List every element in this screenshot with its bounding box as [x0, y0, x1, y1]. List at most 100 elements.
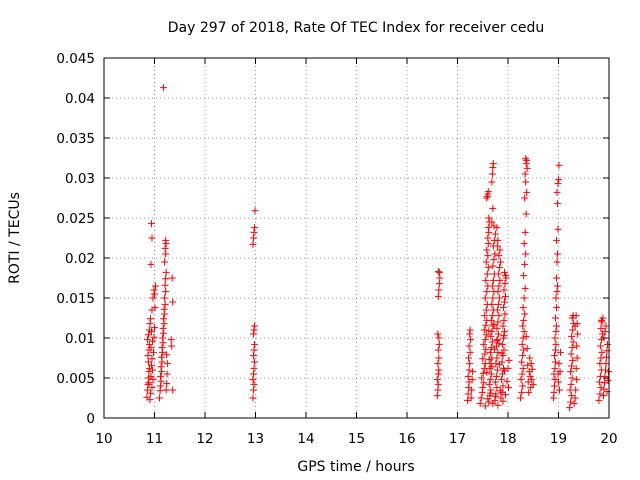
data-point: [488, 218, 496, 226]
data-point: [162, 250, 170, 258]
data-point: [528, 376, 536, 384]
data-point: [162, 268, 170, 276]
data-point: [519, 352, 527, 360]
data-point: [493, 366, 501, 374]
data-point: [598, 348, 606, 356]
data-point: [249, 394, 257, 402]
data-point: [522, 155, 530, 163]
data-point: [468, 376, 476, 384]
data-point: [522, 332, 530, 340]
data-point: [597, 316, 605, 324]
data-point: [518, 358, 526, 366]
data-point: [434, 346, 442, 354]
data-point: [249, 240, 257, 248]
data-point: [435, 268, 443, 276]
data-point: [571, 322, 579, 330]
data-point: [479, 384, 487, 392]
data-point: [528, 365, 536, 373]
data-point: [553, 250, 561, 258]
data-point: [553, 282, 561, 290]
data-point: [490, 345, 498, 353]
data-point: [156, 394, 164, 402]
data-point: [595, 396, 603, 404]
data-point: [481, 336, 489, 344]
data-point: [505, 384, 513, 392]
data-point: [484, 395, 492, 403]
data-point: [148, 234, 156, 242]
data-point: [519, 334, 527, 342]
data-point: [525, 388, 533, 396]
data-point: [466, 348, 474, 356]
data-point: [567, 350, 575, 358]
data-point: [489, 294, 497, 302]
data-point: [489, 400, 497, 408]
data-point: [250, 322, 258, 330]
data-point: [465, 342, 473, 350]
data-point: [433, 392, 441, 400]
data-point: [435, 280, 443, 288]
data-point: [556, 368, 564, 376]
data-point: [488, 170, 496, 178]
data-point: [569, 338, 577, 346]
data-point: [568, 362, 576, 370]
data-point: [149, 294, 157, 302]
data-point: [159, 334, 167, 342]
data-point: [161, 300, 169, 308]
data-point: [518, 370, 526, 378]
data-point: [161, 244, 169, 252]
data-point: [568, 332, 576, 340]
data-point: [572, 312, 580, 320]
data-point: [146, 389, 154, 397]
data-point: [484, 188, 492, 196]
data-point: [468, 386, 476, 394]
x-axis-label: GPS time / hours: [297, 459, 414, 475]
data-point: [435, 286, 443, 294]
data-point: [157, 363, 165, 371]
data-point: [149, 376, 157, 384]
data-point: [158, 344, 166, 352]
data-point: [434, 380, 442, 388]
data-point: [520, 240, 528, 248]
data-point: [501, 391, 509, 399]
data-point: [549, 394, 557, 402]
y-tick-label: 0.035: [56, 131, 95, 147]
data-point: [494, 330, 502, 338]
data-point: [145, 379, 153, 387]
data-point: [553, 258, 561, 266]
data-point: [483, 288, 491, 296]
data-point: [523, 164, 531, 172]
data-point: [249, 376, 257, 384]
data-point: [482, 276, 490, 284]
data-point: [495, 360, 503, 368]
x-tick-label: 17: [449, 431, 466, 447]
data-point: [478, 388, 486, 396]
data-point: [521, 284, 529, 292]
data-point: [498, 388, 506, 396]
data-point: [480, 379, 488, 387]
data-point: [551, 346, 559, 354]
data-point: [483, 246, 491, 254]
data-point: [146, 315, 154, 323]
data-point: [595, 378, 603, 386]
data-point: [526, 372, 534, 380]
data-point: [494, 270, 502, 278]
data-point: [492, 360, 500, 368]
data-point: [490, 256, 498, 264]
data-point: [145, 340, 153, 348]
data-point: [152, 282, 160, 290]
data-point: [555, 176, 562, 184]
data-point: [493, 324, 501, 332]
data-point: [554, 225, 562, 233]
data-point: [492, 372, 500, 380]
data-point: [147, 220, 155, 228]
data-point: [522, 250, 530, 258]
data-point: [489, 160, 497, 168]
data-point: [527, 360, 535, 368]
data-point: [466, 326, 474, 334]
data-point: [552, 304, 560, 312]
data-point: [434, 330, 442, 338]
data-point: [466, 360, 474, 368]
data-point: [519, 322, 527, 330]
data-point: [500, 332, 508, 340]
data-point: [250, 224, 258, 232]
